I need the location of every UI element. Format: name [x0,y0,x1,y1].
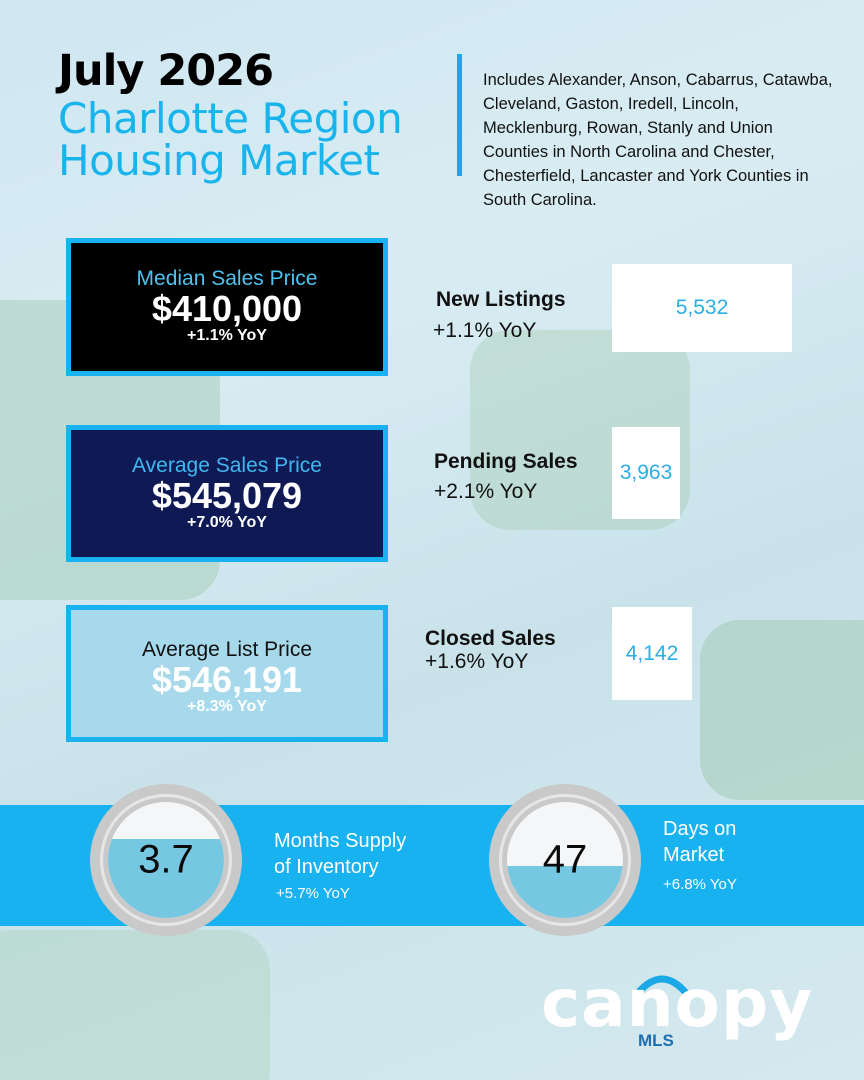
closed-sales-value: 4,142 [612,607,692,700]
gauge-ring [100,794,232,926]
average-sales-price-yoy: +7.0% YoY [187,514,267,531]
days-on-market-label-line2: Market [663,844,725,866]
background-shape [0,930,270,1080]
average-list-price-value: $546,191 [151,659,303,700]
days-on-market-value: 47 [542,837,588,882]
page-title-region: Charlotte Region Housing Market [58,94,403,185]
months-supply-gauge-fill [108,839,224,918]
average-list-price-yoy: +8.3% YoY [187,698,267,715]
days-on-market-label-line1: Days on [663,818,737,840]
page-title-date: July 2026 [58,46,274,96]
months-supply-yoy: +5.7% YoY [276,885,350,902]
gauge-face: 3.7 [108,802,224,918]
months-supply-label: Months Supply of Inventory [274,828,406,880]
new-listings-label: New Listings [436,288,566,311]
title-divider [457,54,462,176]
months-supply-label-line1: Months Supply [274,830,407,852]
average-sales-price-label: Average Sales Price [132,454,322,477]
median-sales-price-yoy: +1.1% YoY [187,327,267,344]
gauge-face: 47 [507,802,623,918]
median-sales-price-value: $410,000 [151,288,303,329]
average-sales-price-value: $545,079 [151,475,303,516]
days-on-market-label: Days on Market [663,816,736,868]
average-list-price-card: Average List Price $546,191 +8.3% YoY [66,605,388,742]
average-sales-price-card: Average Sales Price $545,079 +7.0% YoY [66,425,388,562]
days-on-market-yoy: +6.8% YoY [663,876,737,893]
median-sales-price-label: Median Sales Price [136,267,318,290]
new-listings-value: 5,532 [612,264,792,352]
average-list-price-label: Average List Price [141,638,313,661]
canopy-mls-logo: canopy MLS [541,965,812,1060]
median-sales-price-card: Median Sales Price $410,000 +1.1% YoY [66,238,388,376]
days-on-market-gauge-fill [507,865,623,918]
logo-sub: MLS [638,1031,674,1050]
pending-sales-yoy: +2.1% YoY [434,480,538,503]
logo-wordmark: canopy [541,965,814,1042]
closed-sales-label: Closed Sales [425,627,556,650]
pending-sales-value: 3,963 [612,427,680,519]
months-supply-label-line2: of Inventory [274,856,379,878]
gauge-ring [499,794,631,926]
roof-icon [635,975,689,995]
pending-sales-label: Pending Sales [434,450,578,473]
days-on-market-gauge: 47 [489,784,641,936]
closed-sales-yoy: +1.6% YoY [425,650,529,673]
background-shape [700,620,864,800]
months-supply-value: 3.7 [138,837,194,882]
coverage-note: Includes Alexander, Anson, Cabarrus, Cat… [483,71,833,209]
new-listings-yoy: +1.1% YoY [433,319,537,342]
months-supply-gauge: 3.7 [90,784,242,936]
